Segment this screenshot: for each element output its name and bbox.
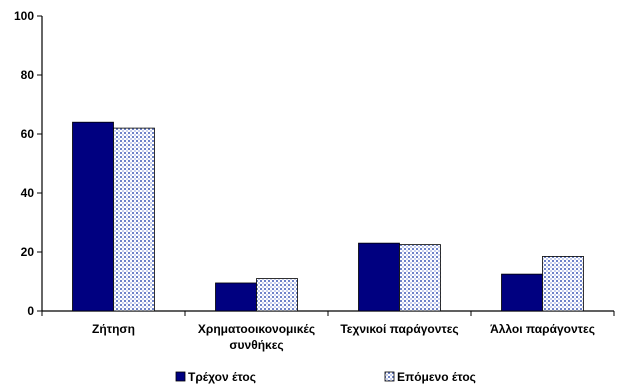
bar-current-year bbox=[72, 121, 114, 312]
bar-next-year bbox=[542, 256, 584, 312]
bars-group bbox=[72, 121, 584, 312]
legend-swatch bbox=[384, 371, 395, 382]
x-category-label: Χρηματοοικονομικές bbox=[198, 322, 315, 336]
bar-current-year bbox=[215, 282, 257, 312]
y-tick-label: 80 bbox=[21, 68, 35, 82]
y-tick-label: 60 bbox=[21, 127, 35, 141]
x-axis bbox=[41, 310, 615, 316]
bar-next-year bbox=[113, 127, 155, 312]
x-category-label: συνθήκες bbox=[229, 338, 283, 352]
x-category-label: Άλλοι παράγοντες bbox=[490, 322, 595, 336]
y-tick-label: 100 bbox=[14, 9, 34, 23]
bar-next-year bbox=[399, 244, 441, 312]
x-category-label: Ζήτηση bbox=[92, 322, 135, 336]
legend: Τρέχον έτος Επόμενο έτος bbox=[175, 370, 476, 384]
bar-current-year bbox=[501, 273, 543, 312]
bar-current-year bbox=[358, 242, 400, 312]
legend-label: Τρέχον έτος bbox=[188, 370, 256, 384]
y-axis: 0 20 40 60 80 100 bbox=[14, 9, 43, 318]
category-labels: Ζήτηση Χρηματοοικονομικές συνθήκες Τεχνικοί… bbox=[92, 322, 595, 352]
bar-next-year bbox=[256, 278, 298, 312]
legend-swatch bbox=[175, 371, 186, 382]
legend-label: Επόμενο έτος bbox=[397, 370, 476, 384]
y-tick-label: 20 bbox=[21, 245, 35, 259]
y-tick-label: 40 bbox=[21, 186, 35, 200]
y-tick-label: 0 bbox=[27, 304, 34, 318]
x-category-label: Τεχνικοί παράγοντες bbox=[340, 322, 458, 336]
